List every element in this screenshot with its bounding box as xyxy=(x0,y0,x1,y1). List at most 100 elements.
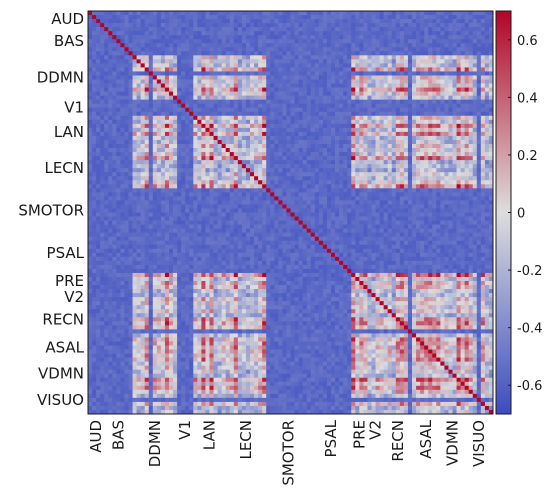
heatmap-cell xyxy=(144,75,150,80)
heatmap-cell xyxy=(156,168,162,173)
heatmap-cell xyxy=(262,27,267,32)
heatmap-cell xyxy=(359,71,364,76)
heatmap-cell xyxy=(229,196,235,201)
heatmap-cell xyxy=(399,67,405,72)
heatmap-cell xyxy=(314,127,320,133)
heatmap-cell xyxy=(290,188,295,193)
heatmap-cell xyxy=(185,75,190,80)
heatmap-cell xyxy=(310,27,316,32)
heatmap-cell xyxy=(387,208,393,213)
heatmap-cell xyxy=(468,123,474,129)
heatmap-cell xyxy=(310,156,316,161)
heatmap-cell xyxy=(383,87,389,92)
heatmap-cell xyxy=(395,15,401,20)
heatmap-cell xyxy=(306,196,312,201)
heatmap-cell xyxy=(367,75,372,80)
heatmap-cell xyxy=(193,111,198,117)
heatmap-cell xyxy=(270,47,275,52)
heatmap-cell xyxy=(181,164,186,169)
heatmap-cell xyxy=(225,103,231,109)
heatmap-cell xyxy=(391,148,397,153)
heatmap-cell xyxy=(104,208,109,213)
heatmap-cell xyxy=(237,103,243,109)
heatmap-cell xyxy=(88,51,93,56)
heatmap-cell xyxy=(407,131,413,137)
heatmap-cell xyxy=(290,184,295,189)
heatmap-cell xyxy=(416,196,421,201)
heatmap-cell xyxy=(351,95,356,101)
heatmap-cell xyxy=(399,11,405,16)
heatmap-cell xyxy=(213,107,218,113)
heatmap-cell xyxy=(363,59,368,64)
heatmap-cell xyxy=(88,95,93,101)
heatmap-cell xyxy=(399,31,405,36)
heatmap-cell xyxy=(363,71,368,76)
heatmap-cell xyxy=(266,15,271,20)
heatmap-cell xyxy=(456,188,461,193)
heatmap-cell xyxy=(403,75,409,80)
heatmap-cell xyxy=(250,180,255,185)
heatmap-cell xyxy=(217,15,222,20)
heatmap-cell xyxy=(420,75,425,80)
heatmap-cell xyxy=(258,180,263,185)
heatmap-cell xyxy=(140,107,146,113)
heatmap-cell xyxy=(351,67,356,72)
heatmap-cell xyxy=(476,75,482,80)
heatmap-cell xyxy=(104,172,109,177)
heatmap-cell xyxy=(88,35,93,40)
heatmap-cell xyxy=(339,148,344,153)
heatmap-cell xyxy=(88,188,93,193)
heatmap-cell xyxy=(387,51,393,56)
heatmap-cell xyxy=(480,71,486,76)
heatmap-cell xyxy=(488,47,494,52)
heatmap-cell xyxy=(245,55,251,60)
heatmap-cell xyxy=(343,47,348,52)
heatmap-cell xyxy=(193,51,198,56)
heatmap-cell xyxy=(140,139,146,145)
heatmap-cell xyxy=(452,111,457,117)
heatmap-cell xyxy=(181,135,186,141)
heatmap-cell xyxy=(331,115,336,121)
heatmap-cell xyxy=(148,35,154,40)
heatmap-cell xyxy=(428,67,433,72)
heatmap-cell xyxy=(160,71,166,76)
heatmap-cell xyxy=(205,131,210,137)
heatmap-cell xyxy=(282,75,287,80)
heatmap-cell xyxy=(347,160,352,165)
heatmap-cell xyxy=(484,156,490,161)
heatmap-cell xyxy=(164,67,170,72)
heatmap-cell xyxy=(286,55,291,60)
heatmap-cell xyxy=(468,103,474,109)
heatmap-cell xyxy=(164,152,170,157)
heatmap-cell xyxy=(310,208,316,213)
heatmap-cell xyxy=(245,35,251,40)
heatmap-cell xyxy=(160,107,166,113)
heatmap-cell xyxy=(456,19,461,24)
heatmap-cell xyxy=(355,156,360,161)
heatmap-cell xyxy=(278,176,283,181)
heatmap-cell xyxy=(335,168,340,173)
heatmap-cell xyxy=(120,79,125,84)
heatmap-cell xyxy=(399,107,405,113)
heatmap-cell xyxy=(383,180,389,185)
heatmap-cell xyxy=(262,35,267,40)
heatmap-cell xyxy=(177,148,182,153)
heatmap-cell xyxy=(428,152,433,157)
heatmap-cell xyxy=(96,15,101,20)
heatmap-cell xyxy=(367,11,372,16)
heatmap-cell xyxy=(339,164,344,169)
heatmap-cell xyxy=(371,31,376,36)
heatmap-cell xyxy=(160,139,166,145)
heatmap-cell xyxy=(278,23,283,28)
heatmap-cell xyxy=(440,103,445,109)
heatmap-cell xyxy=(282,35,287,40)
heatmap-cell xyxy=(335,71,340,76)
heatmap-cell xyxy=(278,208,283,213)
heatmap-cell xyxy=(245,131,251,137)
heatmap-cell xyxy=(254,119,259,125)
heatmap-cell xyxy=(347,95,352,101)
heatmap-cell xyxy=(144,55,150,60)
heatmap-cell xyxy=(347,87,352,92)
heatmap-cell xyxy=(343,87,348,92)
heatmap-cell xyxy=(318,160,324,165)
